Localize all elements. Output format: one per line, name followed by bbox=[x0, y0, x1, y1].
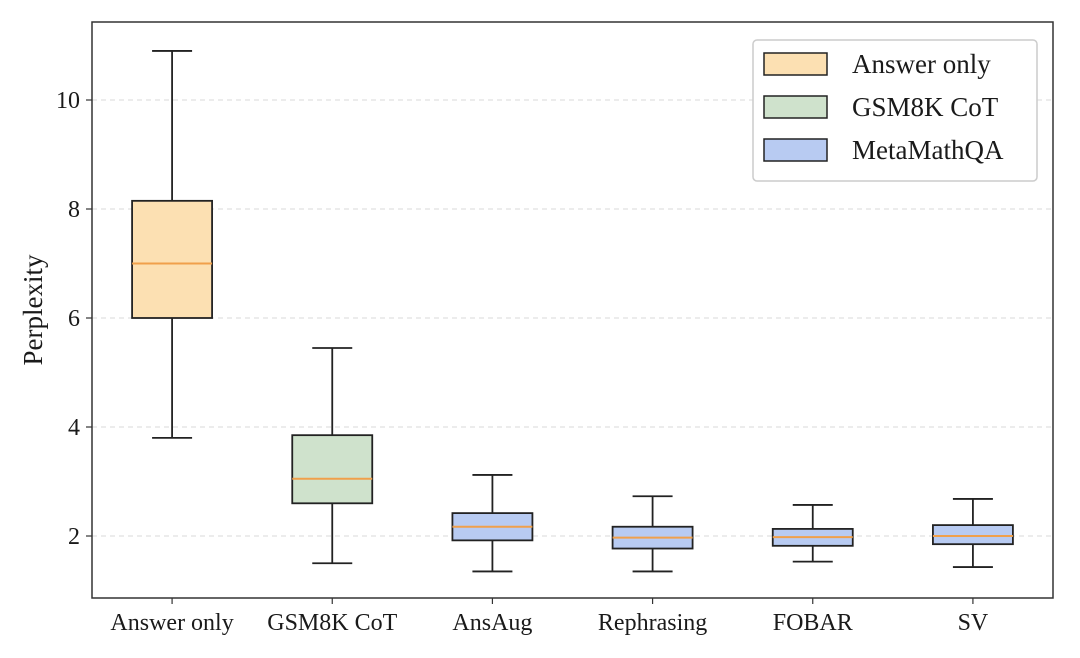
y-tick-label: 4 bbox=[68, 415, 80, 441]
box-answer-only bbox=[132, 51, 212, 438]
box-fobar bbox=[773, 505, 853, 562]
legend-item: Answer only bbox=[764, 49, 991, 79]
x-tick-label: Rephrasing bbox=[598, 610, 707, 636]
x-tick-label: Answer only bbox=[110, 610, 233, 636]
box-rephrasing bbox=[613, 496, 693, 571]
legend-label: MetaMathQA bbox=[852, 135, 1004, 165]
legend-swatch bbox=[764, 139, 827, 161]
box-gsm8k-cot bbox=[292, 348, 372, 563]
box-iqr bbox=[292, 435, 372, 503]
legend-item: MetaMathQA bbox=[764, 135, 1004, 165]
legend-swatch bbox=[764, 53, 827, 75]
x-tick-label: GSM8K CoT bbox=[267, 610, 397, 636]
y-tick-label: 10 bbox=[56, 88, 80, 114]
box-iqr bbox=[933, 525, 1013, 544]
box-iqr bbox=[132, 201, 212, 318]
x-tick-label: SV bbox=[958, 610, 989, 636]
x-tick-label: AnsAug bbox=[452, 610, 532, 636]
x-axis: Answer only GSM8K CoT AnsAug Rephrasing FOBA… bbox=[110, 598, 989, 636]
y-tick-label: 2 bbox=[68, 524, 80, 550]
x-tick-label: FOBAR bbox=[773, 610, 853, 636]
legend: Answer only GSM8K CoT MetaMathQA bbox=[753, 40, 1037, 181]
y-tick-label: 6 bbox=[68, 306, 80, 332]
y-axis-label: Perplexity bbox=[18, 254, 48, 365]
legend-label: Answer only bbox=[852, 49, 991, 79]
y-tick-label: 8 bbox=[68, 197, 80, 223]
y-axis: 2 4 6 8 10 bbox=[56, 88, 92, 550]
legend-label: GSM8K CoT bbox=[852, 92, 999, 122]
box-ansaug bbox=[452, 475, 532, 571]
box-sv bbox=[933, 499, 1013, 567]
legend-item: GSM8K CoT bbox=[764, 92, 999, 122]
legend-swatch bbox=[764, 96, 827, 118]
